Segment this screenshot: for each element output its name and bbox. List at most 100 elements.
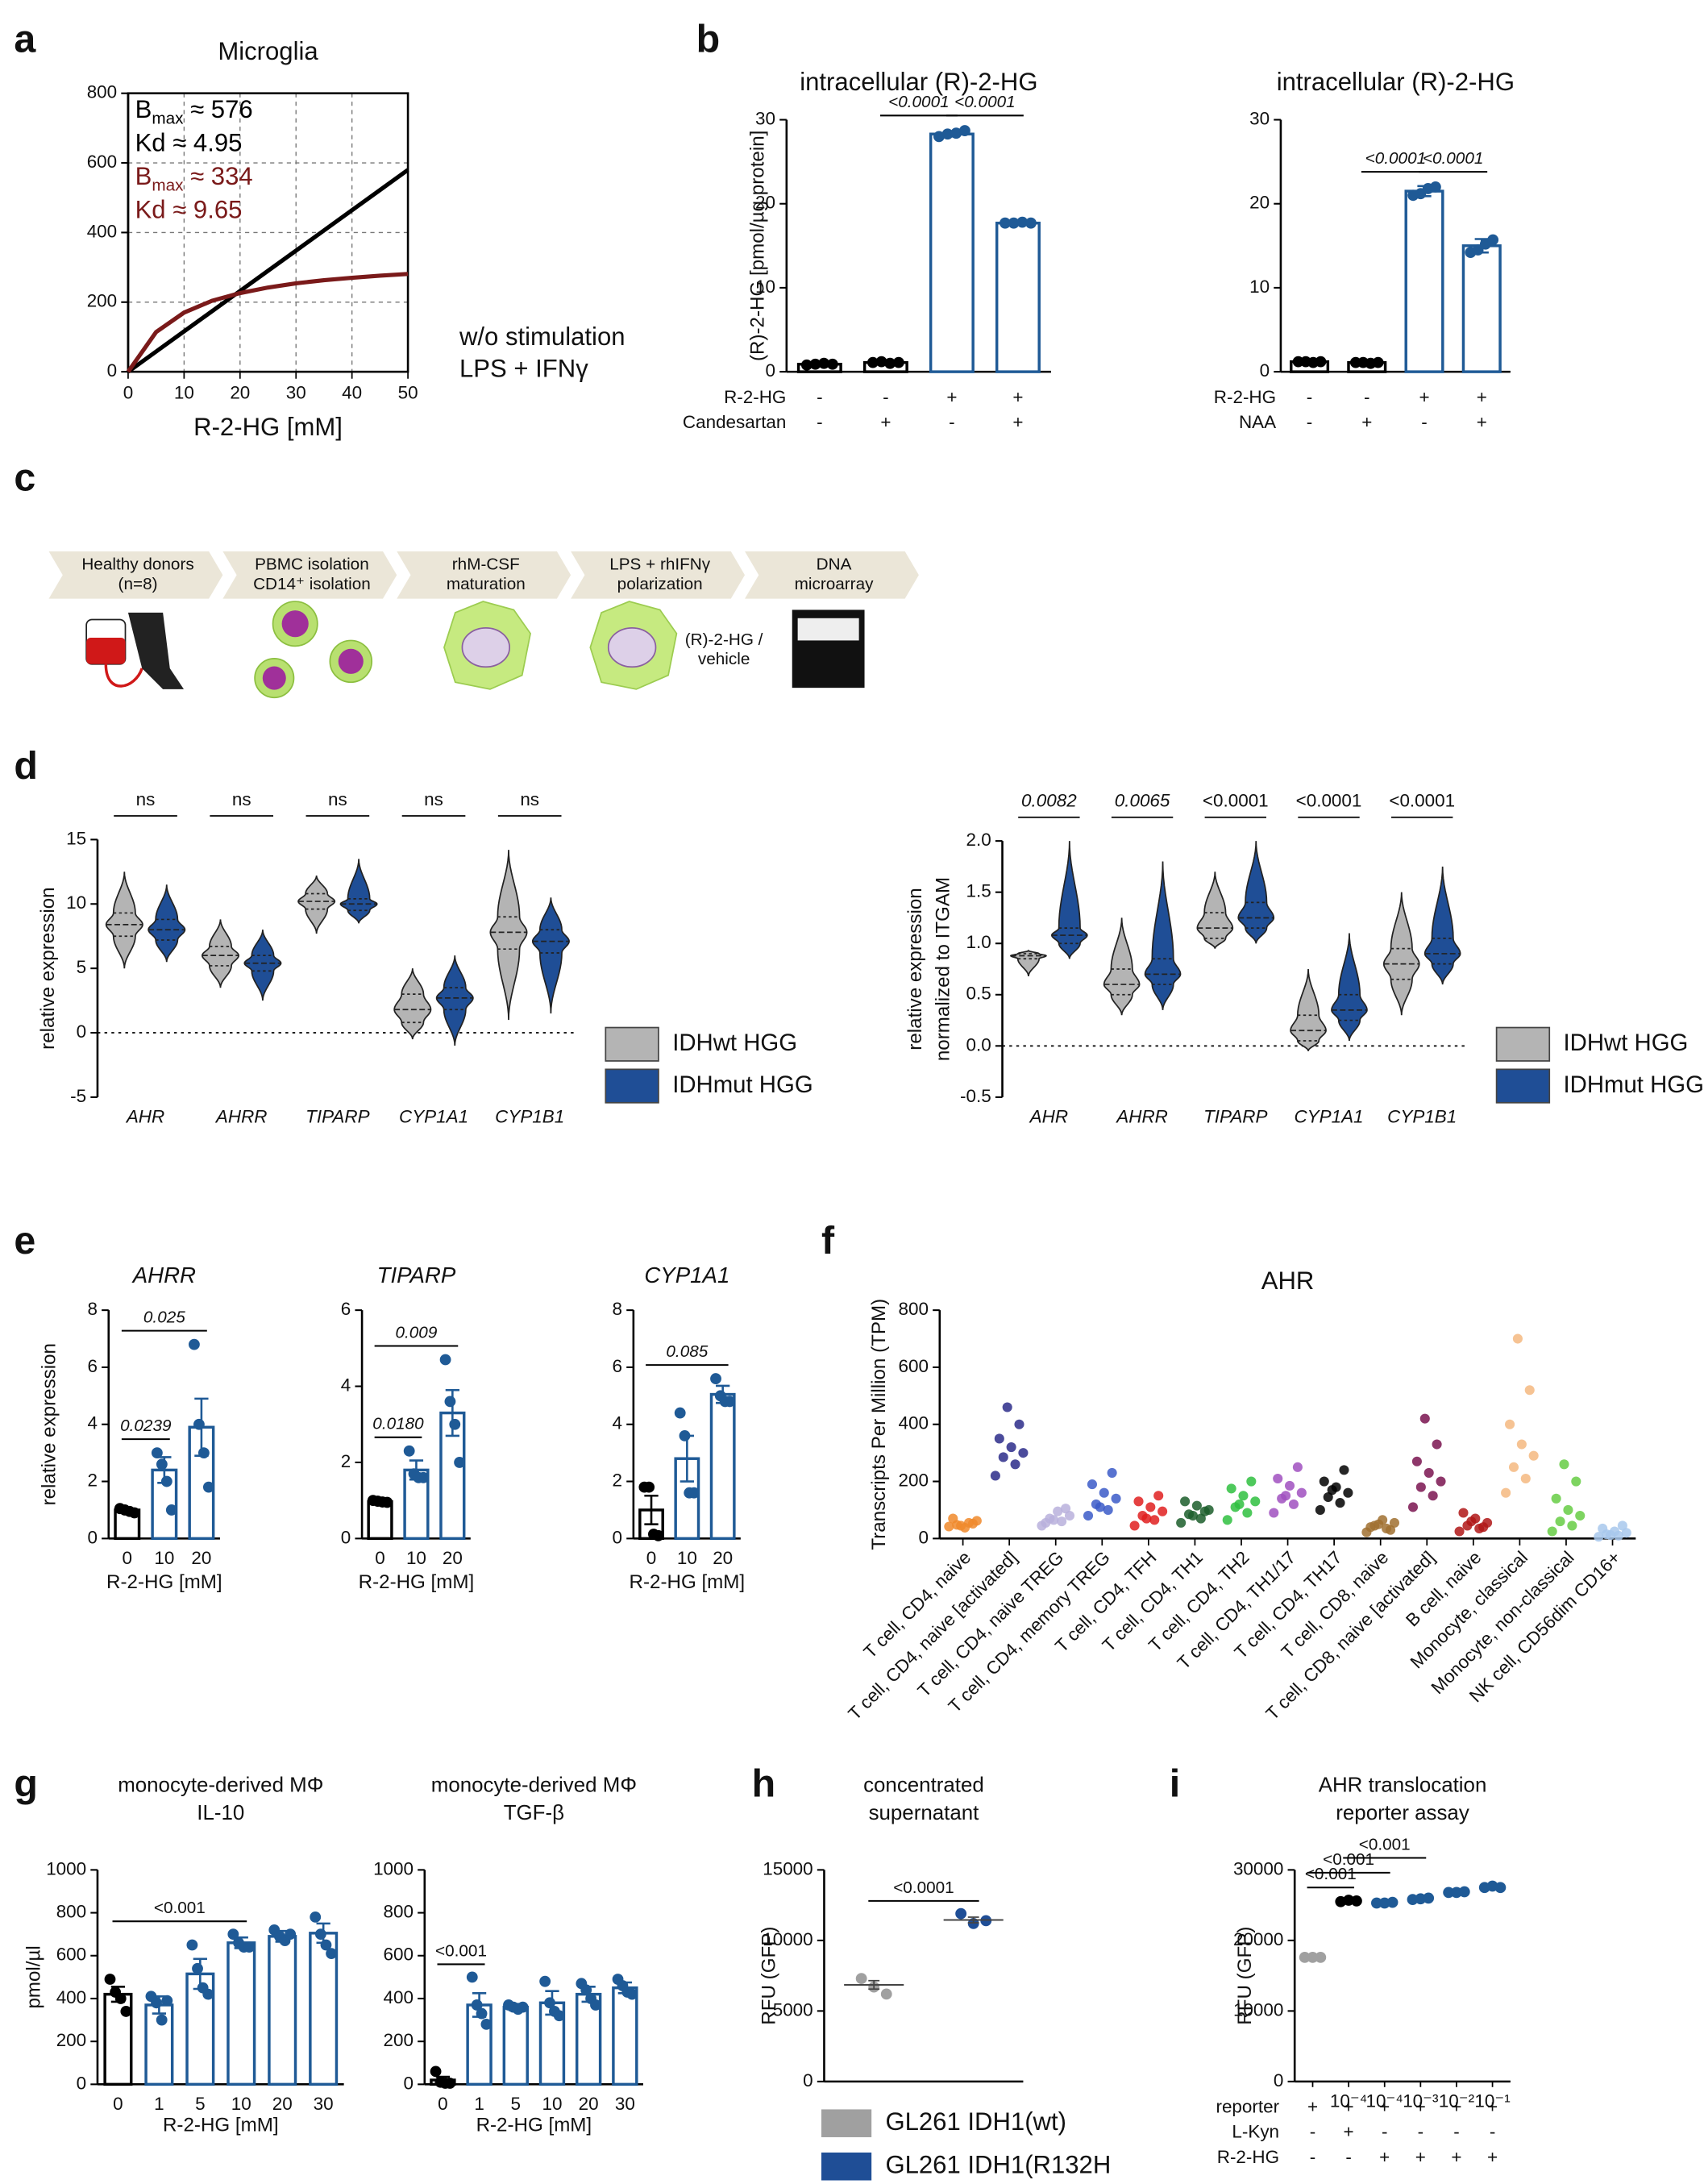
- y-axis-label: Transcripts Per Million (TPM): [868, 1299, 890, 1550]
- y-tick-label: 0: [87, 1527, 97, 1547]
- y-tick-label: 0: [77, 2073, 86, 2093]
- x-tick-label: AHRR: [1115, 1107, 1168, 1127]
- legend-label: LPS + IFNγ: [459, 355, 588, 383]
- panel-label: h: [752, 1762, 776, 1806]
- data-point: [674, 1407, 686, 1419]
- data-point: [1423, 1892, 1435, 1904]
- data-point: [724, 1396, 736, 1408]
- legend-swatch: [1495, 1068, 1551, 1104]
- data-point: [1000, 217, 1011, 229]
- legend-swatch: [605, 1026, 659, 1062]
- violin: [243, 930, 282, 1001]
- data-point: [165, 1504, 177, 1516]
- data-point: [1443, 1887, 1455, 1899]
- condition-value: -: [1364, 387, 1369, 407]
- data-point: [1385, 1525, 1396, 1535]
- comparison-label: <0.0001: [1423, 149, 1483, 168]
- data-point: [1107, 1467, 1117, 1478]
- violin: [105, 872, 143, 969]
- data-point: [998, 1452, 1008, 1462]
- y-tick-label: 800: [899, 1299, 929, 1319]
- data-point: [320, 1939, 332, 1951]
- panel-label: e: [14, 1219, 35, 1263]
- data-point: [1307, 1951, 1319, 1963]
- y-tick-label: 600: [899, 1356, 929, 1376]
- data-point: [950, 127, 962, 139]
- condition-value: -: [1307, 412, 1312, 432]
- data-point: [956, 1520, 966, 1531]
- data-point: [1064, 1510, 1075, 1521]
- data-point: [1273, 1473, 1283, 1484]
- step-arrow: [222, 551, 397, 599]
- data-point: [1176, 1517, 1187, 1528]
- data-point: [186, 1939, 198, 1951]
- bar: [929, 132, 975, 373]
- data-point: [1501, 1487, 1511, 1498]
- data-point: [1157, 1506, 1168, 1516]
- condition-value: -: [1310, 2122, 1315, 2142]
- legend-swatch: [1495, 1026, 1551, 1062]
- x-tick-label: CYP1A1: [1294, 1107, 1363, 1127]
- bar: [227, 1941, 256, 2086]
- step-text: maturation: [447, 575, 526, 593]
- condition-value: +: [1487, 2097, 1498, 2117]
- data-point: [1528, 1450, 1539, 1461]
- arm: [127, 612, 185, 689]
- data-point: [192, 1962, 203, 1974]
- y-tick-label: 6: [87, 1356, 97, 1376]
- y-tick-label: 6: [341, 1299, 351, 1319]
- data-point: [156, 1458, 168, 1471]
- series-line: [127, 168, 409, 374]
- data-point: [544, 1997, 555, 2009]
- annotation: ns: [328, 789, 347, 809]
- y-tick-label: 5: [77, 957, 86, 977]
- x-tick-label: 30: [286, 383, 306, 403]
- condition-name: Candesartan: [683, 412, 786, 432]
- x-tick-label: TIPARP: [305, 1107, 369, 1127]
- x-tick-label: 20: [272, 2094, 293, 2114]
- annotation: <0.0001: [1296, 791, 1362, 811]
- nucleus: [461, 627, 511, 668]
- x-tick-label: 20: [230, 383, 250, 403]
- x-tick-label: 1: [154, 2094, 164, 2114]
- y-tick-label: 2.0: [966, 830, 991, 850]
- data-point: [1149, 1515, 1160, 1525]
- y-tick-label: 0: [77, 1021, 86, 1042]
- chart-title: AHRR: [131, 1263, 196, 1288]
- x-axis-label: R-2-HG [mM]: [193, 413, 343, 441]
- data-point: [710, 1373, 721, 1385]
- data-point: [476, 2007, 488, 2020]
- data-point: [1458, 1886, 1470, 1898]
- y-tick-label: 30: [755, 108, 775, 128]
- condition-name: reporter: [1216, 2097, 1279, 2117]
- x-tick-label: 50: [398, 383, 418, 403]
- violin: [1009, 949, 1047, 977]
- data-point: [1238, 1491, 1249, 1501]
- data-point: [1428, 1491, 1438, 1501]
- annotation-part: ≈ 576: [183, 95, 252, 123]
- y-tick-label: 800: [87, 82, 117, 102]
- data-point: [1478, 1522, 1489, 1533]
- data-point: [1516, 1439, 1527, 1450]
- data-point: [1524, 1385, 1535, 1396]
- data-point: [1575, 1510, 1586, 1521]
- legend-label: IDHmut HGG: [672, 1071, 813, 1098]
- y-tick-label: 0: [803, 2070, 813, 2090]
- data-point: [151, 1447, 163, 1459]
- panel-label: i: [1170, 1762, 1180, 1806]
- comparison-label: <0.0001: [893, 1878, 954, 1897]
- y-tick-label: 0.5: [966, 984, 991, 1004]
- violin: [1331, 933, 1368, 1042]
- data-point: [1351, 1895, 1362, 1907]
- x-tick-label: 5: [511, 2094, 521, 2114]
- data-point: [1187, 1510, 1198, 1521]
- device-screen: [797, 618, 859, 641]
- data-point: [1006, 1442, 1016, 1453]
- data-point: [1598, 1523, 1608, 1534]
- x-tick-label: AHR: [125, 1107, 164, 1127]
- data-point: [1292, 1462, 1303, 1472]
- data-point: [933, 131, 945, 143]
- chart-title: monocyte-derived MΦ: [431, 1774, 637, 1797]
- y-tick-label: 1.0: [966, 932, 991, 952]
- y-axis-label: normalized to ITGAM: [932, 877, 954, 1061]
